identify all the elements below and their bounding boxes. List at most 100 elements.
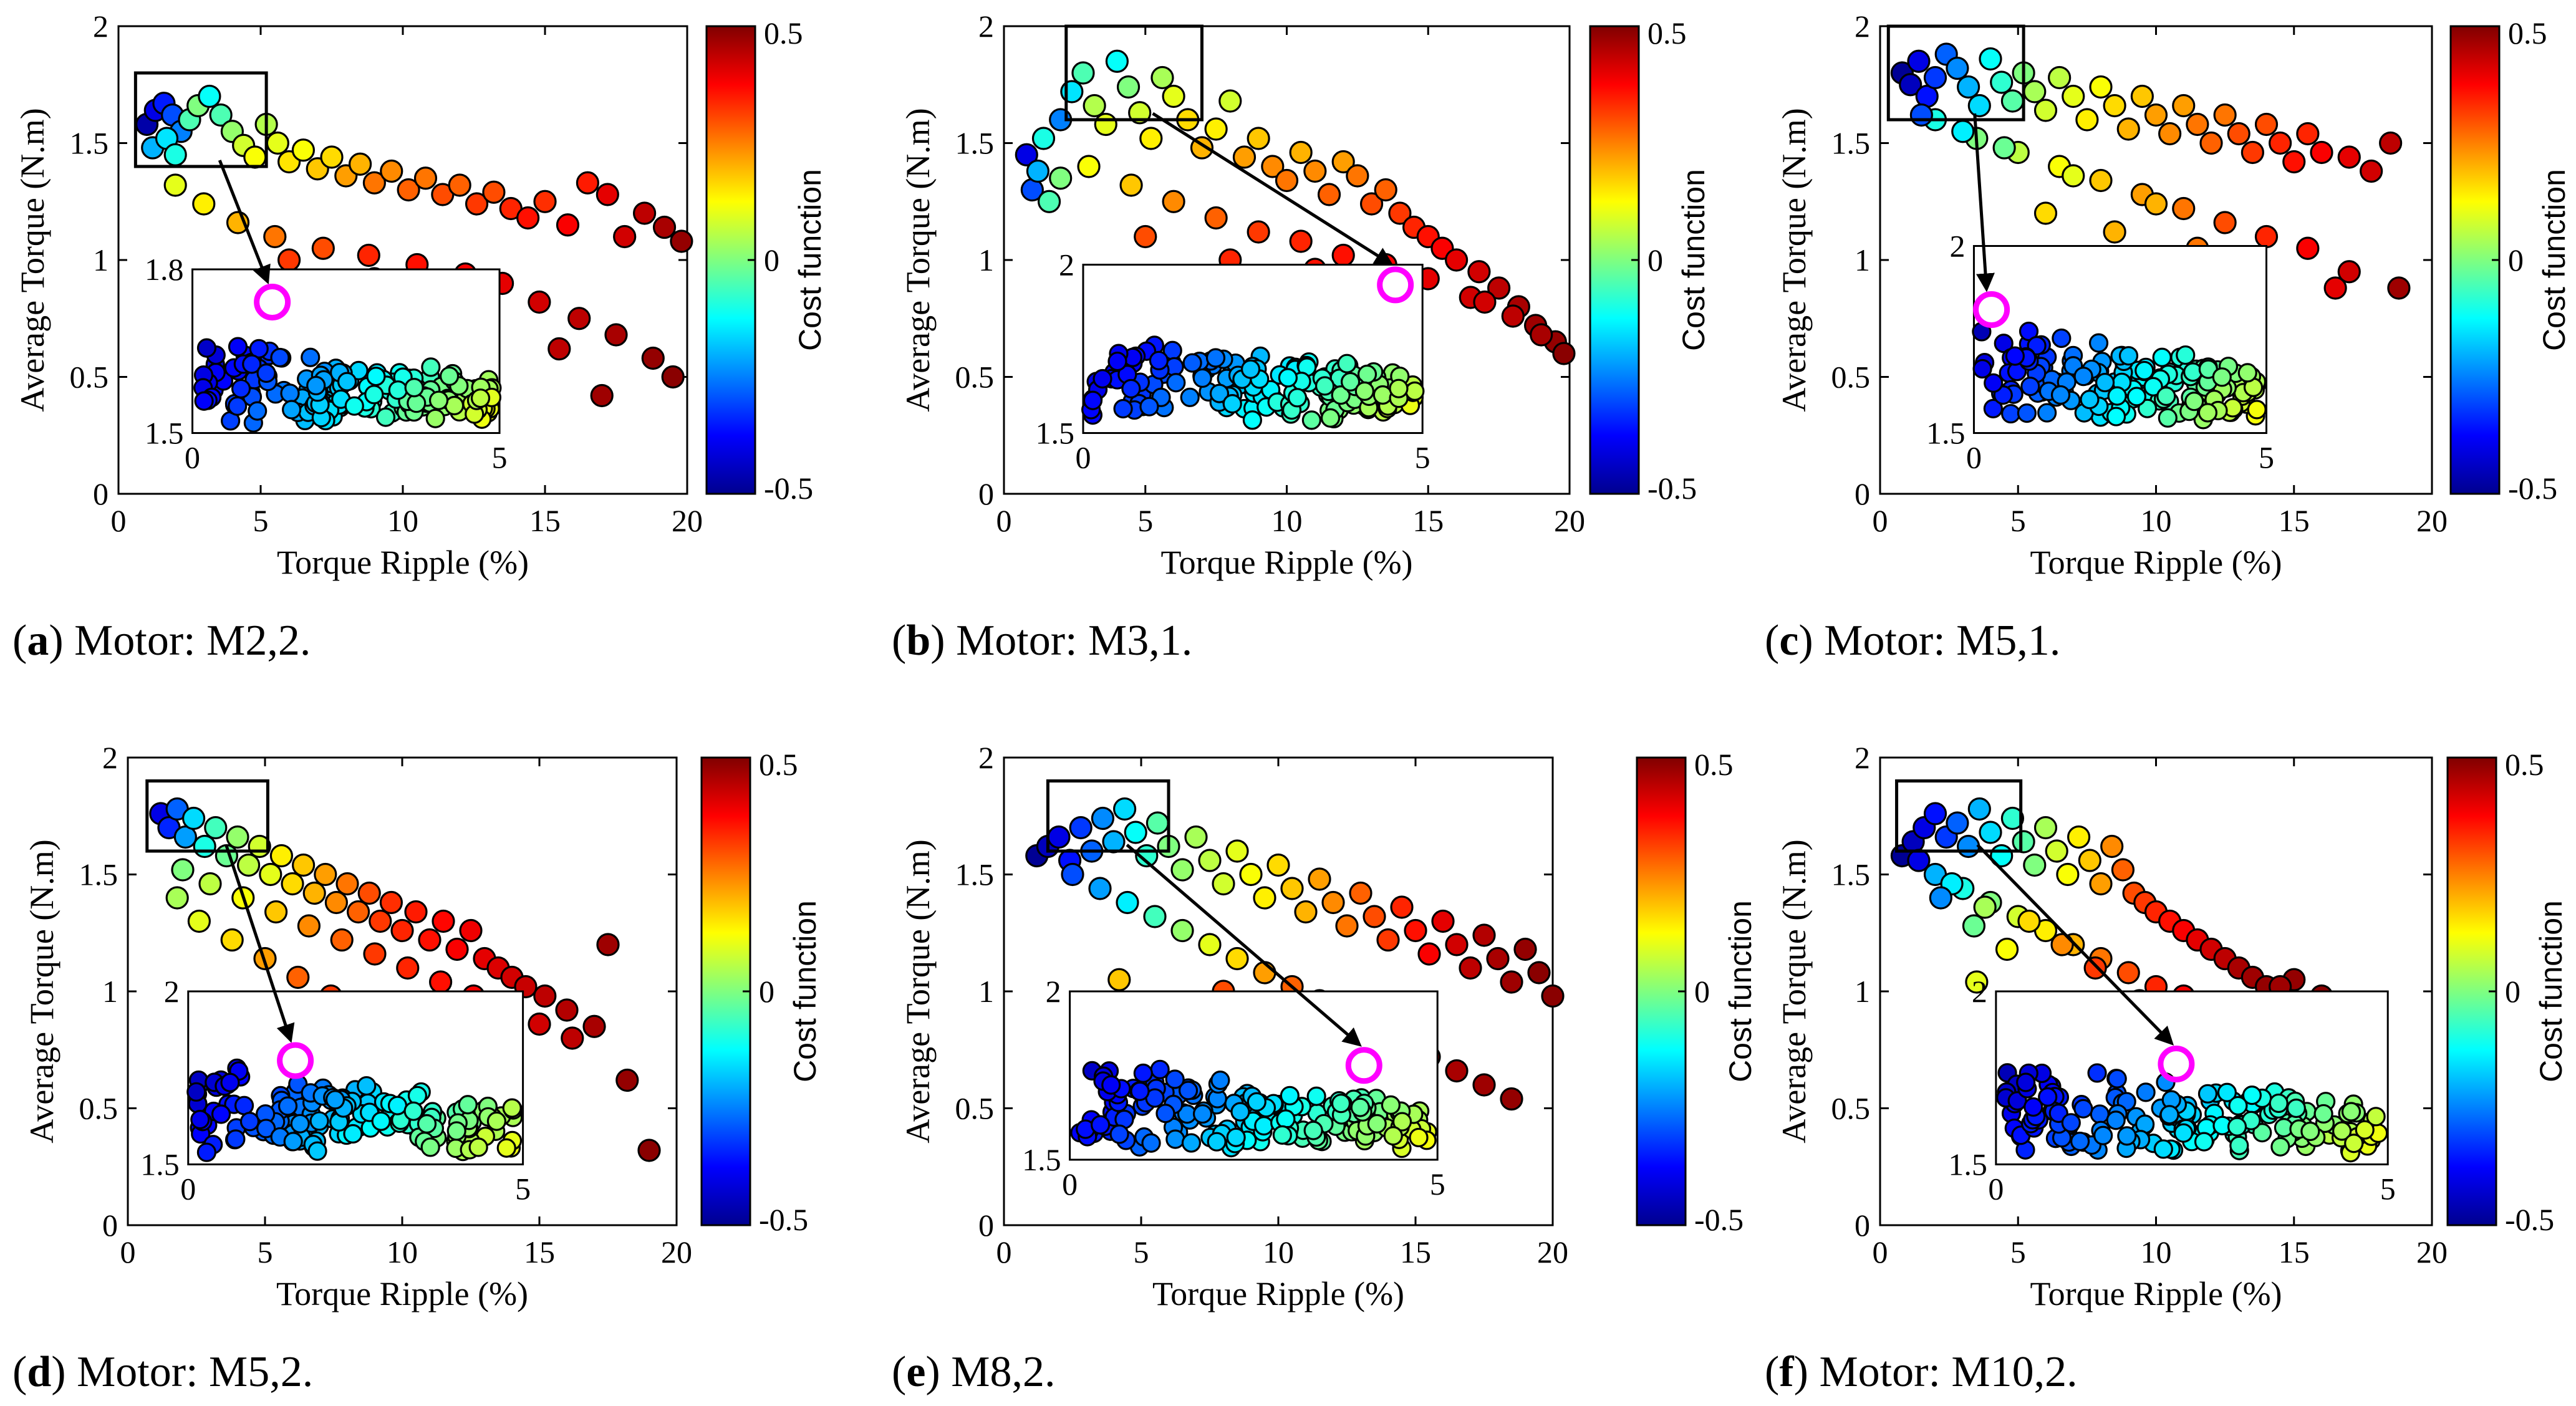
data-point xyxy=(320,145,344,169)
inset-data-point xyxy=(2126,387,2147,407)
caption-paren-open: ( xyxy=(12,617,27,665)
inset-data-point xyxy=(337,372,357,392)
data-point xyxy=(1909,103,1933,127)
inset-data-point xyxy=(371,1111,391,1131)
data-point xyxy=(380,159,403,183)
inset-data-point xyxy=(1192,368,1212,388)
inset-data-point xyxy=(1083,390,1103,410)
inset-data-point xyxy=(301,347,321,367)
inset-data-point xyxy=(2052,328,2072,349)
data-point xyxy=(1124,821,1147,844)
inset-data-point xyxy=(502,1098,522,1118)
x-axis-label: Torque Ripple (%) xyxy=(2030,1275,2282,1312)
x-tick-label: 10 xyxy=(387,503,418,538)
inset-data-point xyxy=(306,375,326,396)
inset-data-point xyxy=(2228,1095,2248,1116)
data-point xyxy=(209,103,233,127)
colorbar-tick-label: 0 xyxy=(2508,243,2524,277)
data-point xyxy=(2186,112,2209,137)
inset-data-point xyxy=(1090,1115,1111,1135)
inset-data-point xyxy=(1178,1081,1199,1100)
caption-paren-close: ) xyxy=(51,1348,65,1396)
data-point xyxy=(2045,839,2068,863)
data-point xyxy=(1923,802,1947,826)
colorbar-tick-label: -0.5 xyxy=(759,1202,808,1237)
data-point xyxy=(2172,94,2196,118)
inset-data-point xyxy=(2024,1097,2043,1117)
data-point xyxy=(1374,178,1397,202)
data-point xyxy=(2360,159,2383,183)
inset-data-point xyxy=(196,1142,217,1162)
x-tick-label: 0 xyxy=(111,503,127,538)
inset-data-point xyxy=(1972,359,1992,379)
inset-y-tick-label: 2 xyxy=(1949,229,1965,264)
inset-data-point xyxy=(343,1124,363,1144)
inset-x-tick-label: 0 xyxy=(1966,440,1982,475)
caption-letter: f xyxy=(1779,1348,1794,1396)
inset-data-point xyxy=(2313,1104,2333,1124)
data-point xyxy=(2100,834,2124,859)
x-tick-label: 10 xyxy=(387,1235,418,1269)
inset-data-point xyxy=(1209,383,1230,403)
inset-data-point xyxy=(248,401,268,421)
data-point xyxy=(2075,108,2099,132)
data-point xyxy=(1965,970,1989,994)
data-point xyxy=(2213,211,2237,234)
inset-data-point xyxy=(388,380,408,400)
data-point xyxy=(1225,839,1249,863)
data-point xyxy=(459,918,483,943)
colorbar-tick-label: 0.5 xyxy=(2505,747,2544,782)
data-point xyxy=(2241,140,2264,165)
inset-data-point xyxy=(1306,1086,1326,1106)
inset-y-tick-label: 1.5 xyxy=(1022,1142,1061,1177)
inset-data-point xyxy=(220,1072,240,1092)
data-point xyxy=(2056,862,2080,887)
colorbar xyxy=(1636,756,1687,1226)
data-point xyxy=(357,881,381,905)
data-point xyxy=(1541,984,1565,1008)
optimum-marker xyxy=(1345,1047,1382,1084)
data-point xyxy=(2103,220,2126,244)
panel-caption: (c) Motor: M5,1. xyxy=(1765,617,2060,665)
optimum-marker xyxy=(254,284,291,320)
data-point xyxy=(2130,84,2154,108)
inset-data-point xyxy=(1278,368,1298,388)
inset-y-tick-label: 2 xyxy=(1972,974,1987,1009)
x-tick-label: 20 xyxy=(1554,503,1585,538)
inset-y-tick-label: 2 xyxy=(164,974,180,1009)
data-point xyxy=(2017,909,2041,933)
inset-data-point xyxy=(226,1129,246,1149)
data-point xyxy=(311,236,335,260)
inset-data-point xyxy=(2050,385,2071,405)
y-tick-label: 2 xyxy=(102,740,118,775)
x-tick-label: 10 xyxy=(2141,503,2172,538)
y-tick-label: 2 xyxy=(978,740,994,775)
data-point xyxy=(2310,140,2333,165)
data-point xyxy=(243,145,267,169)
x-tick-label: 0 xyxy=(996,503,1012,538)
data-point xyxy=(1026,159,1050,183)
inset-data-point xyxy=(211,1104,231,1124)
y-tick-label: 0 xyxy=(1855,476,1870,511)
y-tick-label: 2 xyxy=(93,9,109,44)
data-point xyxy=(291,138,315,162)
data-point xyxy=(1995,937,2019,961)
data-point xyxy=(2282,150,2306,174)
inset-data-point xyxy=(1155,1104,1175,1124)
inset-data-point xyxy=(2001,403,2021,424)
data-point xyxy=(277,248,301,272)
data-point xyxy=(465,192,489,216)
data-point xyxy=(297,914,321,938)
inset-data-point xyxy=(2355,1120,2375,1140)
data-point xyxy=(1530,323,1553,347)
data-point xyxy=(2078,849,2101,872)
caption-paren-open: ( xyxy=(892,617,906,665)
x-axis-label: Torque Ripple (%) xyxy=(1152,1275,1404,1312)
data-point xyxy=(1280,877,1304,900)
inset-data-point xyxy=(421,357,441,377)
data-point xyxy=(1979,47,2002,71)
data-point xyxy=(396,956,420,980)
data-point xyxy=(379,890,403,915)
inset-data-point xyxy=(231,378,251,399)
y-tick-label: 0.5 xyxy=(1831,1091,1871,1126)
